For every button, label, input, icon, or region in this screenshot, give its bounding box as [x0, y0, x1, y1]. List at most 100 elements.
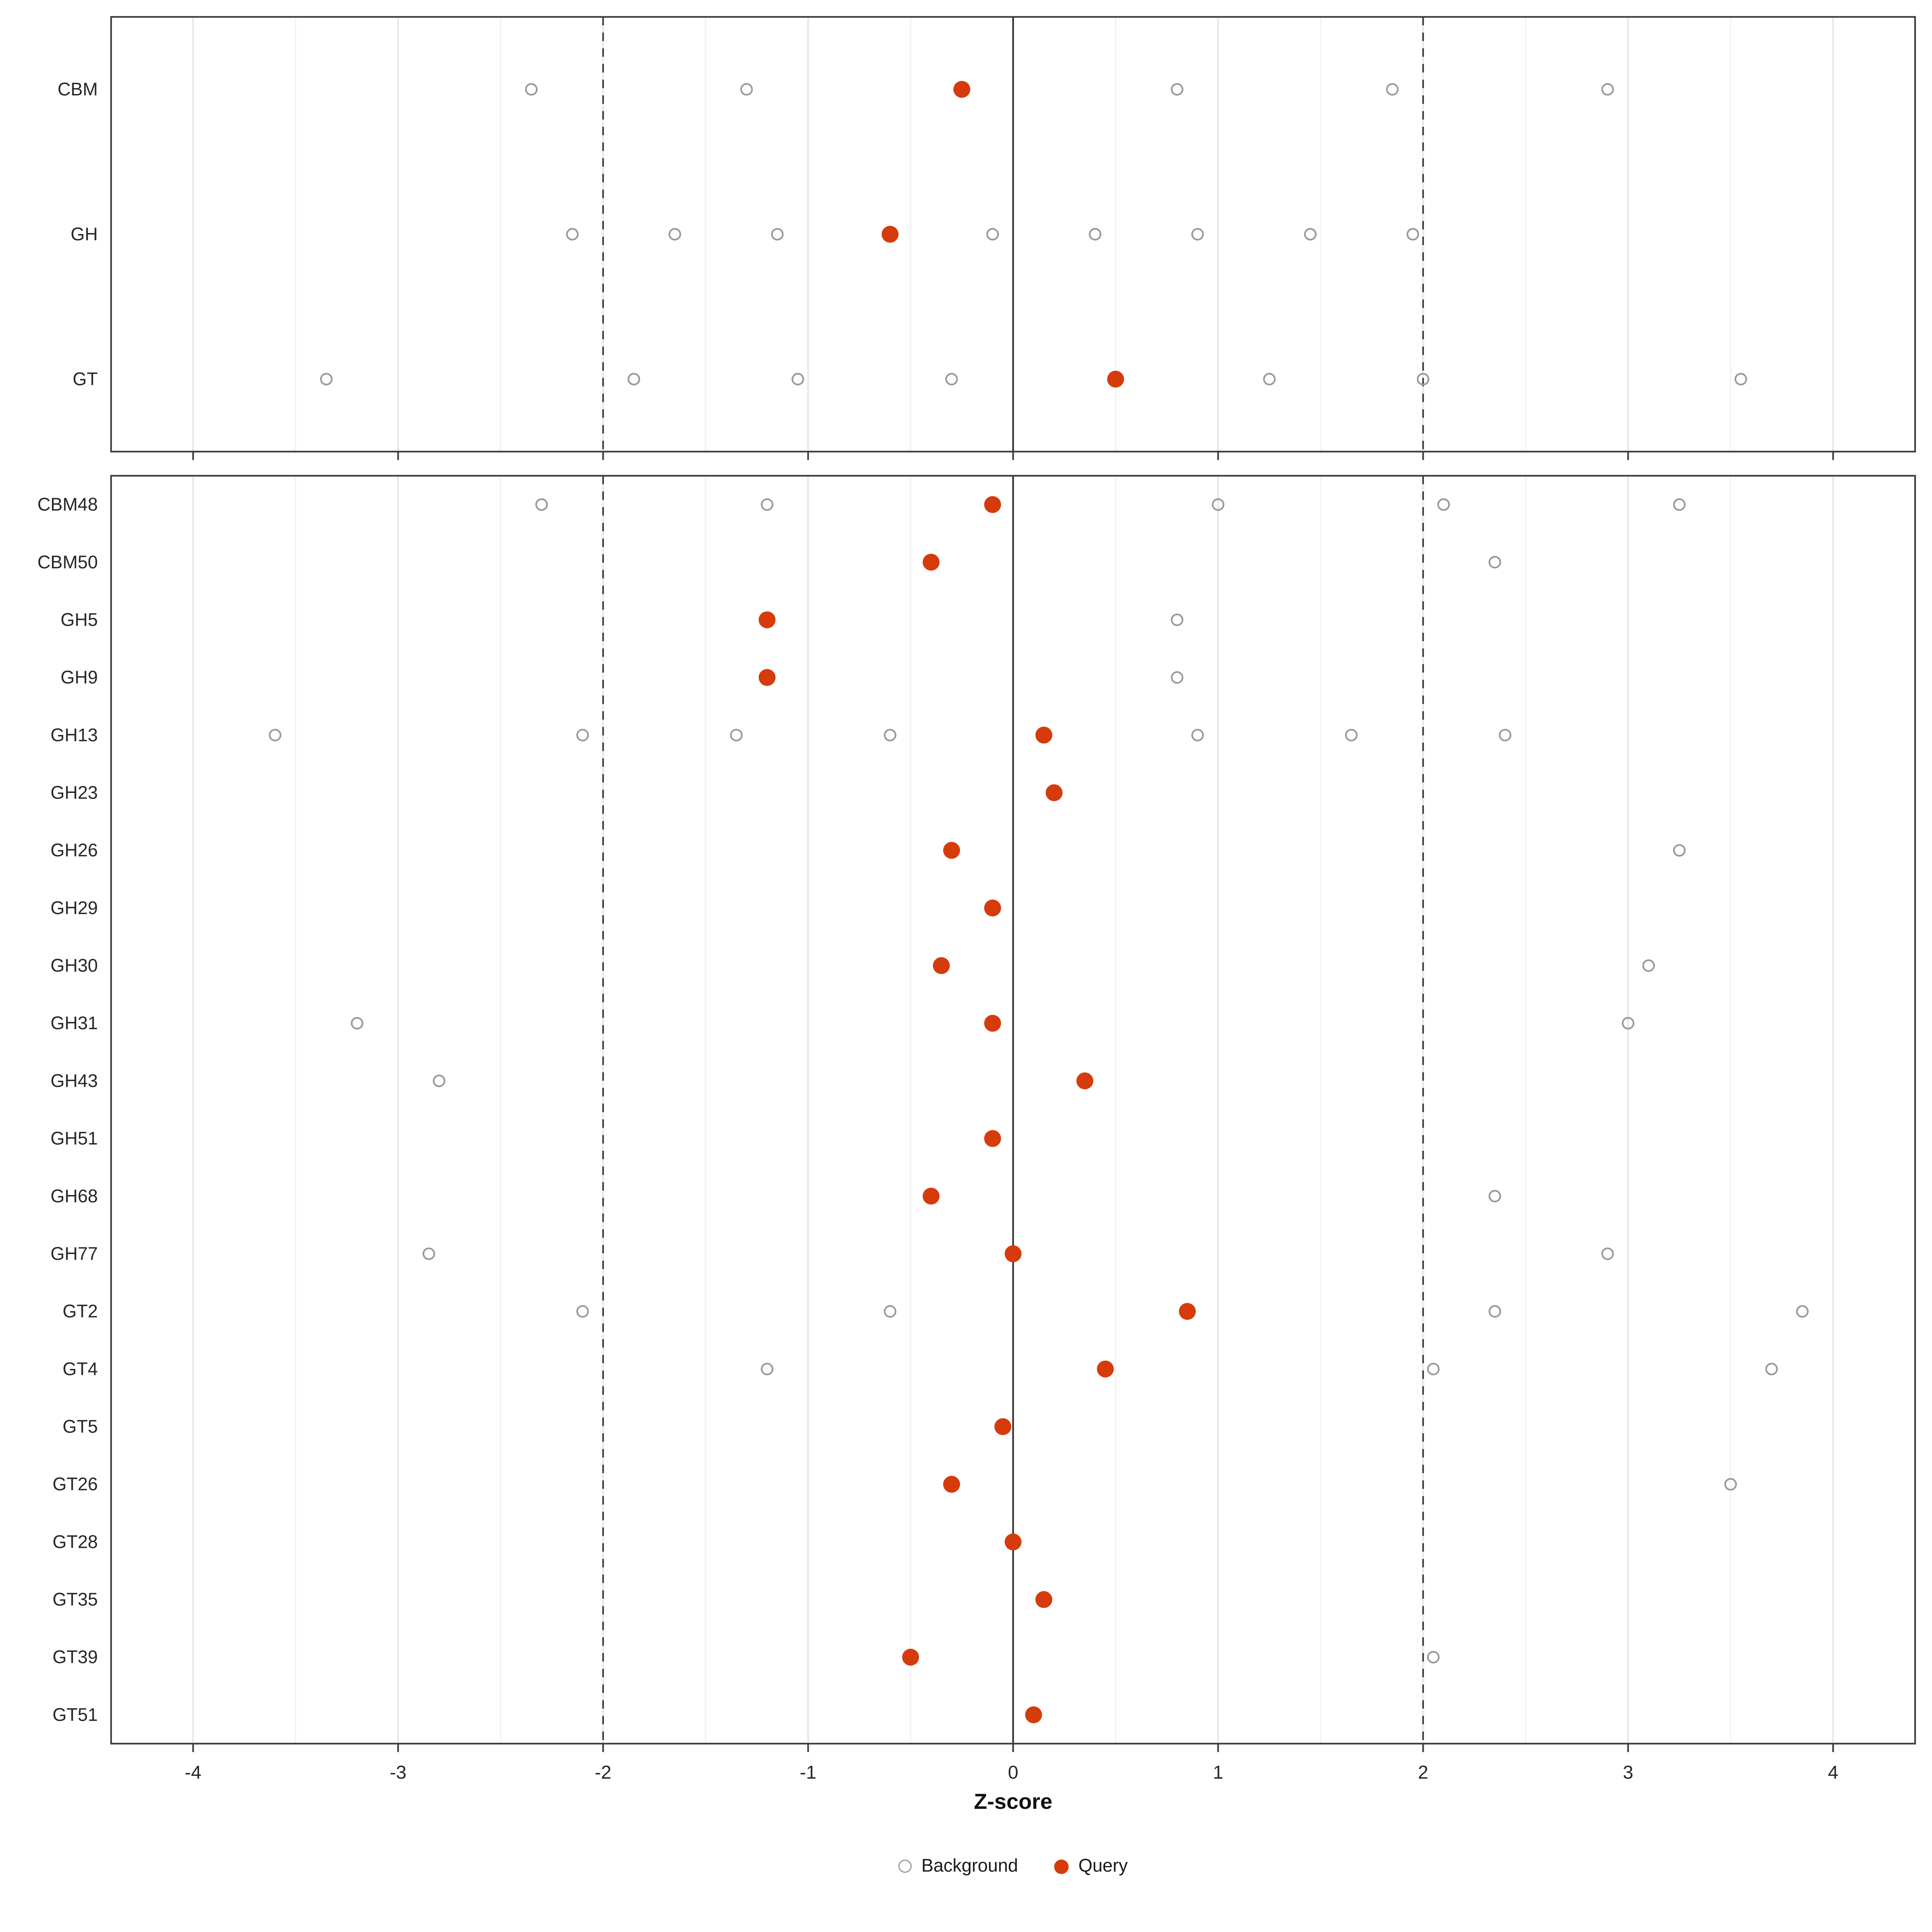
background-point	[627, 373, 640, 386]
query-point	[902, 1649, 919, 1666]
background-point	[1212, 498, 1224, 511]
background-point	[1796, 1305, 1809, 1318]
query-point	[1097, 1360, 1114, 1378]
background-point	[1417, 373, 1430, 386]
background-point	[883, 729, 897, 741]
background-point	[730, 729, 743, 741]
background-point	[1488, 1190, 1501, 1203]
axis-tick-label: -4	[185, 1762, 201, 1783]
background-point	[669, 228, 681, 241]
category-label: GH31	[50, 1013, 98, 1033]
background-point	[945, 373, 958, 386]
background-point	[525, 83, 538, 96]
query-point	[758, 611, 776, 628]
background-point	[433, 1074, 446, 1088]
background-point	[1488, 556, 1501, 569]
background-point	[771, 228, 784, 241]
background-point	[1191, 729, 1204, 741]
background-point	[1427, 1362, 1440, 1375]
category-label: GH29	[50, 898, 98, 918]
query-point	[1045, 784, 1063, 801]
category-label: GH13	[50, 724, 98, 745]
query-point	[953, 81, 970, 98]
background-point	[566, 228, 579, 241]
category-label: GH43	[50, 1070, 98, 1091]
background-point	[1191, 228, 1204, 241]
axis-tick-label: 1	[1213, 1762, 1223, 1783]
background-point	[740, 83, 753, 96]
category-label: GT26	[52, 1474, 98, 1494]
query-point	[984, 1130, 1001, 1147]
axis-tick-label: 3	[1623, 1762, 1633, 1783]
category-label: CBM50	[37, 552, 98, 572]
background-point	[1601, 1247, 1614, 1260]
category-label: GT28	[52, 1532, 98, 1552]
query-point	[994, 1418, 1011, 1435]
category-label: GT39	[52, 1647, 98, 1667]
query-point	[1005, 1245, 1022, 1262]
background-point	[1724, 1478, 1737, 1491]
legend-label-query: Query	[1078, 1856, 1128, 1876]
category-label: GH30	[50, 955, 98, 976]
background-point	[761, 498, 774, 511]
background-point	[535, 498, 548, 511]
query-point	[1025, 1706, 1042, 1724]
background-point	[351, 1017, 363, 1030]
axis-tick-label: -3	[390, 1762, 406, 1783]
legend-item-background: Background	[898, 1856, 1018, 1876]
x-axis-title: Z-score	[974, 1790, 1053, 1814]
query-point	[1107, 371, 1124, 388]
category-label: GH	[71, 224, 98, 244]
background-point	[576, 729, 589, 741]
category-label: GH9	[60, 667, 98, 687]
axis-tick-label: -1	[800, 1762, 816, 1783]
query-point	[1179, 1303, 1196, 1320]
background-point	[761, 1362, 774, 1375]
background-point	[1622, 1017, 1635, 1030]
category-label: GT	[73, 369, 98, 389]
zscore-dot-plot: CBM GH GT CBM48 CBM50 GH5 GH9 GH13 GH23 GH26 GH29 G…	[37, 16, 1916, 1783]
background-point	[1304, 228, 1317, 241]
background-point	[1499, 729, 1511, 741]
category-label: GH77	[50, 1243, 98, 1264]
query-point	[933, 957, 950, 974]
query-point	[1076, 1072, 1094, 1090]
legend-item-query: Query	[1054, 1856, 1128, 1876]
axis-tick-label: -2	[595, 1762, 611, 1783]
background-point-icon	[898, 1860, 912, 1873]
query-point	[984, 899, 1001, 916]
query-point	[881, 226, 899, 243]
category-label: GT5	[62, 1416, 98, 1437]
query-point	[1005, 1533, 1022, 1550]
background-point	[791, 373, 804, 386]
query-point	[984, 496, 1001, 513]
background-point	[422, 1247, 436, 1260]
background-point	[1170, 83, 1184, 96]
category-label: GH23	[50, 782, 98, 803]
background-point	[1386, 83, 1399, 96]
background-point	[1642, 959, 1655, 972]
category-label: GH68	[50, 1186, 98, 1206]
query-point	[943, 842, 960, 859]
background-point	[883, 1305, 897, 1318]
category-label: GT35	[52, 1589, 98, 1610]
category-label: GH51	[50, 1128, 98, 1149]
background-point	[1345, 729, 1358, 741]
background-point	[320, 373, 333, 386]
category-label: CBM	[58, 79, 98, 99]
background-point	[268, 729, 282, 741]
category-label: GH5	[60, 609, 98, 630]
background-point	[1488, 1305, 1501, 1318]
query-point	[1035, 727, 1053, 744]
background-point	[576, 1305, 589, 1318]
query-point	[943, 1476, 960, 1493]
legend: Background Query	[111, 1856, 1915, 1876]
background-point	[1089, 228, 1102, 241]
category-label: GT51	[52, 1704, 98, 1725]
axis-tick-label: 4	[1828, 1762, 1838, 1783]
background-point	[1263, 373, 1276, 386]
legend-label-background: Background	[921, 1856, 1018, 1876]
background-point	[1427, 1651, 1440, 1664]
background-point	[1406, 228, 1419, 241]
